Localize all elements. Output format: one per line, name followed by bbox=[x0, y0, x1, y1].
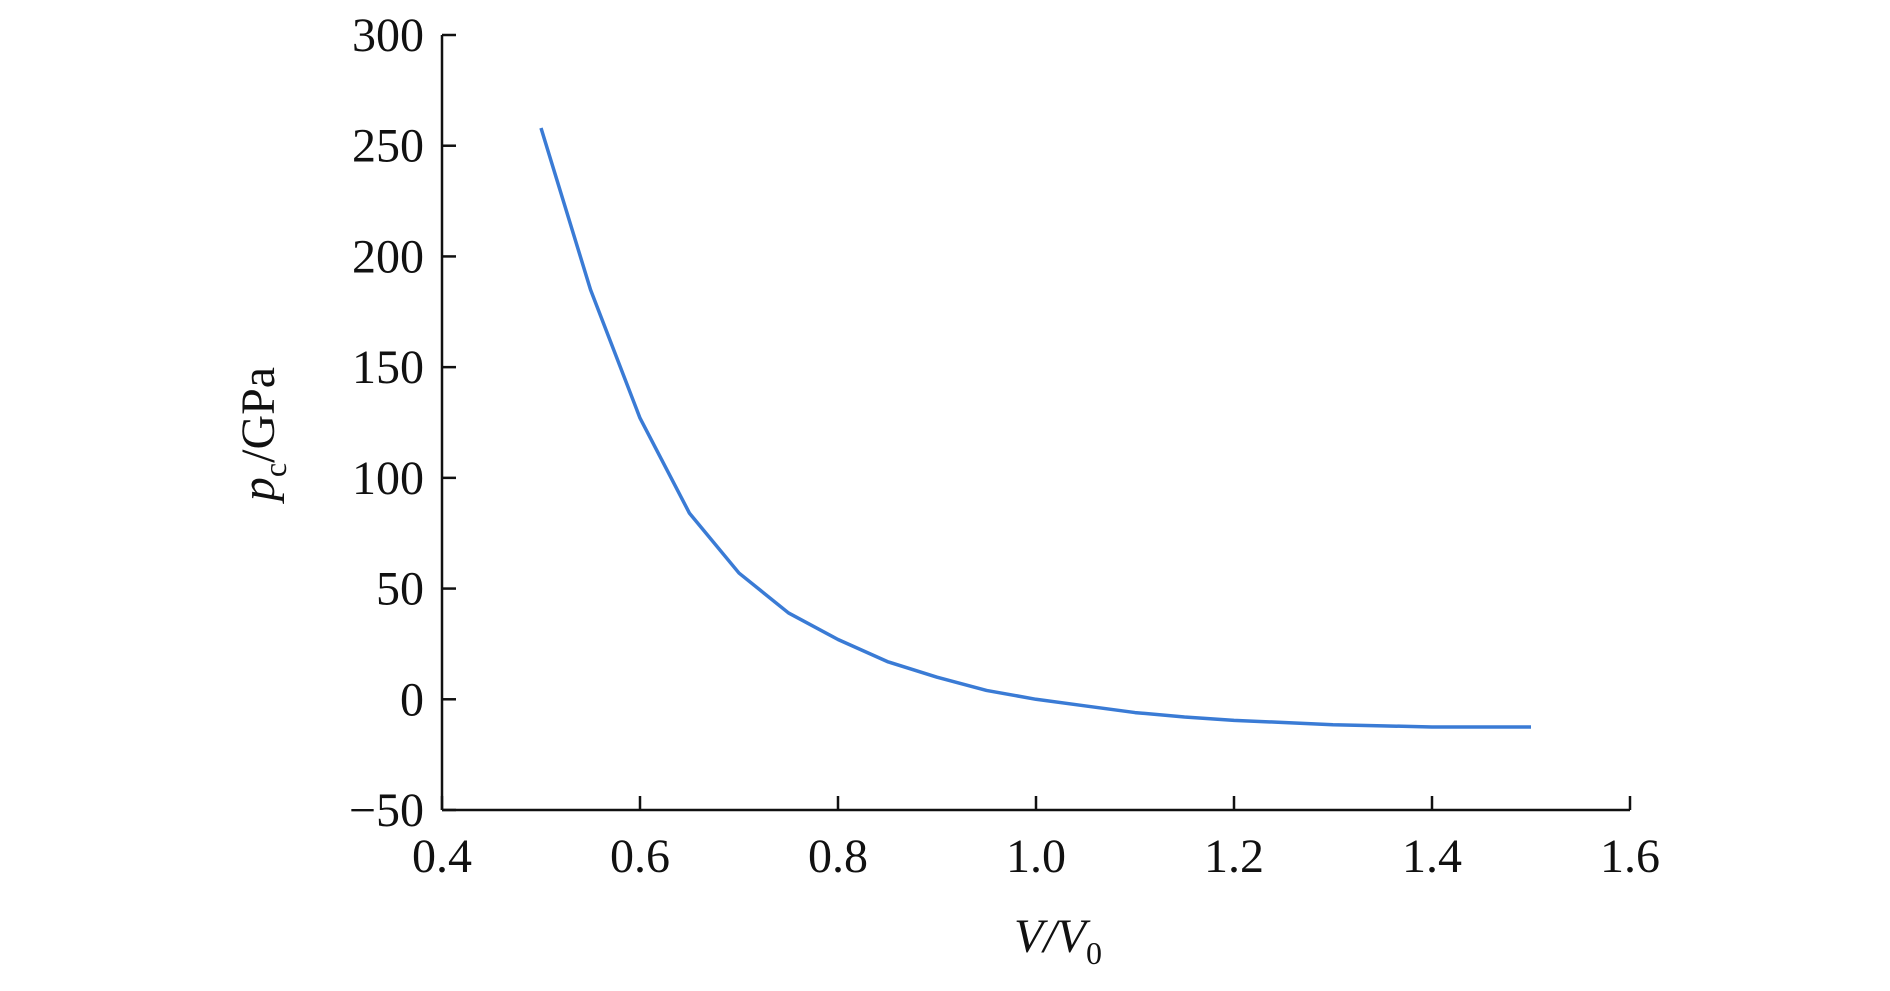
y-axis-label: pc/GPa bbox=[232, 367, 293, 504]
x-tick-label: 0.8 bbox=[808, 830, 868, 883]
y-tick-label: 200 bbox=[352, 230, 424, 283]
x-tick-label: 1.6 bbox=[1600, 830, 1660, 883]
x-tick-label: 0.6 bbox=[610, 830, 670, 883]
x-tick-label: 0.4 bbox=[412, 830, 472, 883]
y-tick-label: 50 bbox=[376, 563, 424, 616]
y-tick-label: 0 bbox=[400, 673, 424, 726]
x-tick-label: 1.0 bbox=[1006, 830, 1066, 883]
x-label-sub: 0 bbox=[1086, 935, 1102, 971]
y-tick-label: 100 bbox=[352, 452, 424, 505]
x-label-main: V/V bbox=[1014, 910, 1091, 963]
y-tick-label: 300 bbox=[352, 9, 424, 62]
x-tick-label: 1.2 bbox=[1204, 830, 1264, 883]
x-tick-label: 1.4 bbox=[1402, 830, 1462, 883]
y-label-sub: c bbox=[257, 463, 293, 477]
y-label-unit: /GPa bbox=[232, 367, 285, 463]
y-label-main: p bbox=[232, 477, 285, 504]
y-tick-label: 150 bbox=[352, 341, 424, 394]
x-axis-label: V/V0 bbox=[1014, 910, 1102, 971]
y-tick-label: 250 bbox=[352, 120, 424, 173]
y-tick-label: −50 bbox=[349, 784, 424, 837]
data-line bbox=[539, 127, 1531, 729]
